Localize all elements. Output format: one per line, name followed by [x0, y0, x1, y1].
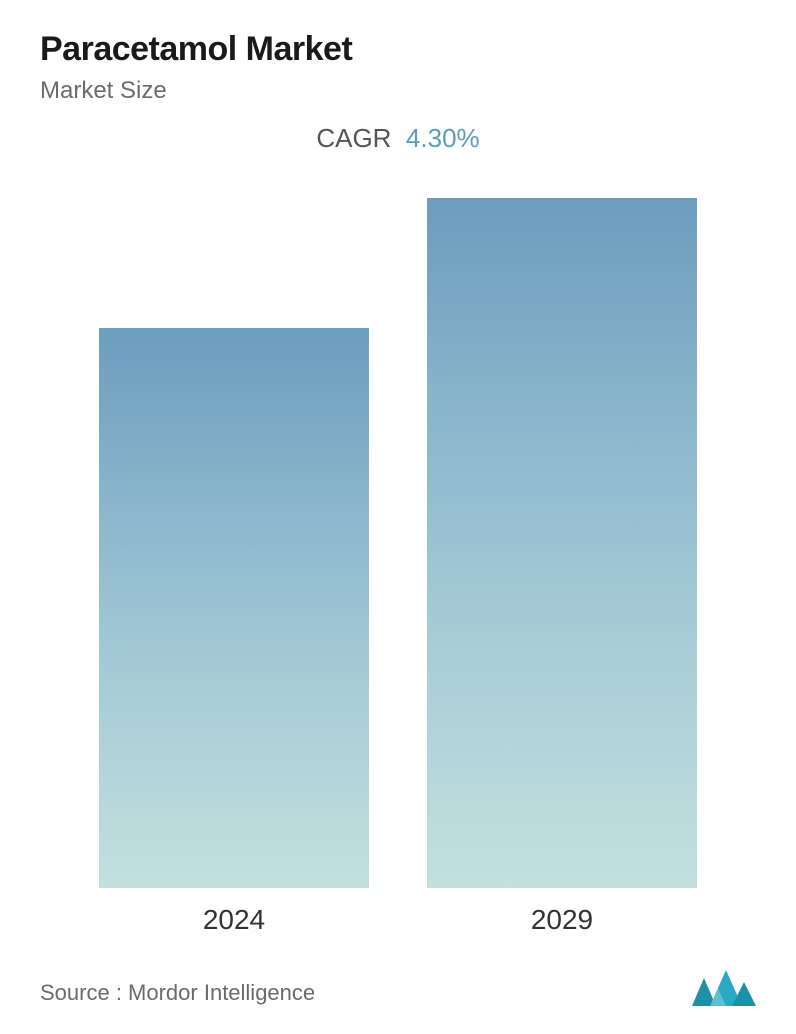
- bar-label-0: 2024: [203, 904, 265, 936]
- bar-label-1: 2029: [531, 904, 593, 936]
- footer: Source : Mordor Intelligence: [40, 936, 756, 1014]
- page-subtitle: Market Size: [40, 77, 756, 105]
- bar-1: [427, 198, 697, 888]
- page-title: Paracetamol Market: [40, 30, 756, 69]
- cagr-value: 4.30%: [406, 123, 480, 153]
- bar-chart: 2024 2029: [40, 174, 756, 936]
- chart-container: Paracetamol Market Market Size CAGR 4.30…: [0, 0, 796, 1034]
- bar-group-0: 2024: [99, 328, 369, 936]
- bar-group-1: 2029: [427, 198, 697, 936]
- bar-0: [99, 328, 369, 888]
- cagr-label: CAGR: [316, 123, 391, 153]
- cagr-row: CAGR 4.30%: [40, 123, 756, 154]
- mordor-logo-icon: [692, 966, 756, 1006]
- source-text: Source : Mordor Intelligence: [40, 980, 315, 1006]
